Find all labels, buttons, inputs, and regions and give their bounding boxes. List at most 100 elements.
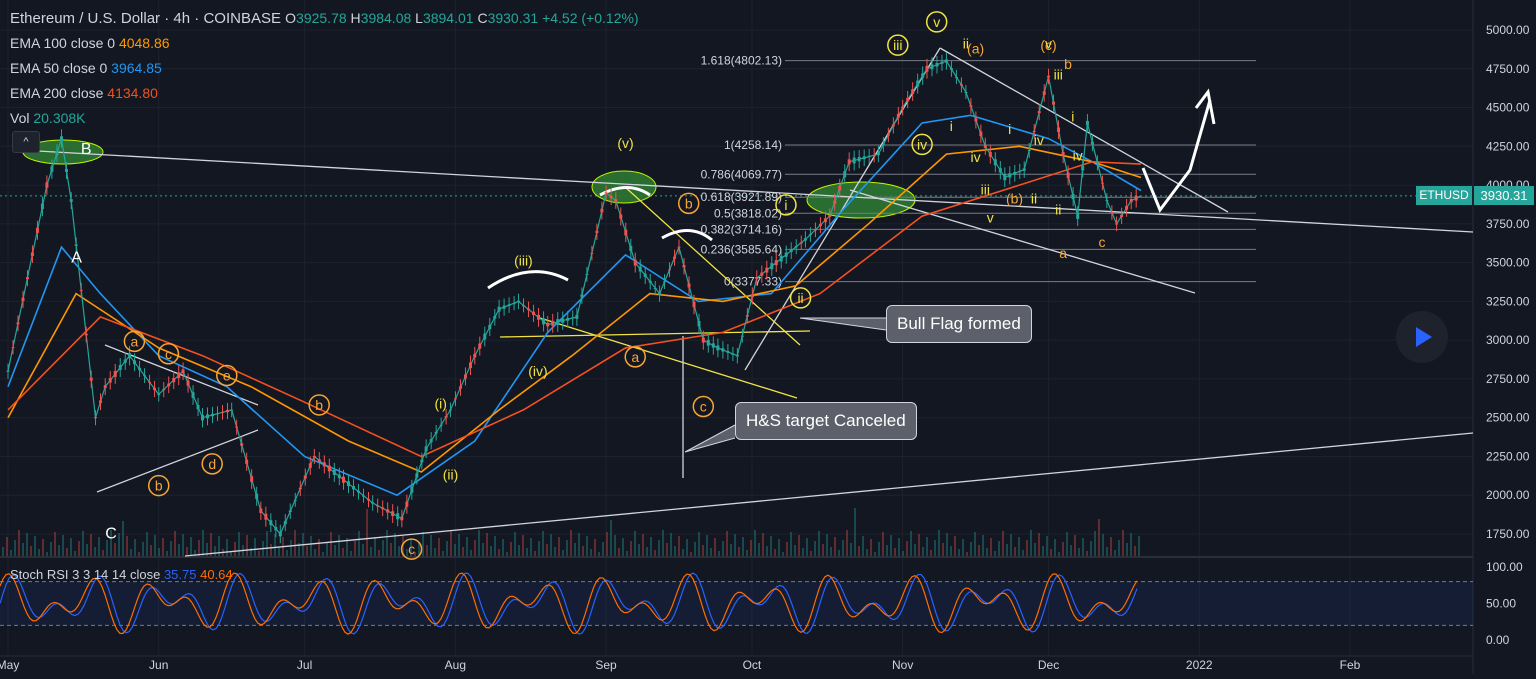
volume-bar	[182, 534, 184, 556]
candle-body	[624, 229, 628, 236]
stoch-rsi-pane	[0, 572, 1473, 635]
volume-bar	[58, 545, 60, 556]
candle-body	[745, 315, 749, 317]
stoch-tick-label: 100.00	[1486, 560, 1523, 574]
candle-body	[896, 113, 900, 118]
volume-bar	[82, 531, 84, 556]
time-axis[interactable]: May Jun Jul Aug Sep Oct Nov Dec 2022 Feb	[0, 658, 1361, 672]
candle-body	[682, 265, 686, 268]
candle-body	[278, 531, 282, 537]
indicator-ema100[interactable]: EMA 100 close 0 4048.86	[10, 35, 170, 51]
volume-bar	[142, 542, 144, 556]
volume-bar	[926, 537, 928, 556]
candle-body	[108, 378, 112, 383]
candle-body	[293, 499, 297, 501]
volume-bar	[494, 536, 496, 556]
indicator-volume[interactable]: Vol 20.308K	[10, 110, 86, 126]
indicator-ema50[interactable]: EMA 50 close 0 3964.85	[10, 60, 162, 76]
chart-legend: Ethereum / U.S. Dollar · 4h · COINBASE O…	[10, 6, 639, 131]
candle-body	[571, 317, 575, 319]
candle-body	[750, 294, 754, 298]
candle-body	[677, 246, 681, 248]
candle-body	[123, 359, 127, 363]
wave-circle	[308, 394, 330, 416]
symbol-header[interactable]: Ethereum / U.S. Dollar · 4h · COINBASE O…	[10, 10, 639, 27]
volume-bar	[290, 540, 292, 556]
wave-circle	[887, 34, 909, 56]
candle-body	[507, 304, 511, 306]
wave-circle	[216, 364, 238, 387]
volume-bar	[946, 533, 948, 556]
ema50-line	[7, 114, 1142, 497]
candle-body	[269, 520, 273, 526]
collapse-legend-button[interactable]: ^	[12, 131, 40, 153]
volume-bar	[642, 534, 644, 556]
candle-body	[604, 192, 608, 194]
volume-bar	[654, 550, 656, 556]
candle-body	[833, 200, 837, 204]
volume-bar	[1110, 537, 1112, 556]
candle-body	[794, 246, 798, 248]
volume-bar	[630, 541, 632, 556]
hs-target-callout[interactable]: H&S target Canceled	[735, 402, 917, 440]
volume-bar	[482, 543, 484, 556]
volume-bar	[886, 545, 888, 556]
price-tick-label: 2750.00	[1486, 372, 1530, 386]
candle-body	[1003, 174, 1007, 181]
volume-bar	[506, 552, 508, 556]
volume-bar	[526, 548, 528, 556]
volume-bar	[666, 543, 668, 556]
candle-body	[546, 322, 550, 327]
volume-bar	[682, 549, 684, 556]
candle-body	[911, 89, 915, 94]
candle-body	[458, 386, 462, 389]
candle-body	[347, 481, 350, 487]
candle-body	[181, 369, 185, 373]
volume-bar	[54, 532, 56, 556]
volume-bar	[446, 541, 448, 556]
volume-bar	[130, 549, 132, 556]
volume-bar	[942, 543, 944, 556]
volume-bar	[678, 536, 680, 556]
fib-level-label: 1.618(4802.13)	[701, 54, 782, 68]
candle-body	[162, 389, 166, 391]
wave-label: b	[315, 397, 323, 413]
interval-label[interactable]: 4h	[173, 10, 191, 27]
candle-body	[532, 311, 536, 315]
volume-bar	[1118, 540, 1120, 556]
price-tick-label: 2000.00	[1486, 488, 1530, 502]
volume-bar	[278, 547, 280, 556]
volume-bar	[454, 544, 456, 556]
replay-button[interactable]	[1396, 311, 1448, 363]
volume-bar	[706, 535, 708, 556]
price-axis[interactable]: 5000.004750.004500.004250.004000.003750.…	[1486, 23, 1530, 647]
wave-label: a	[631, 349, 639, 365]
candle-body	[1022, 168, 1026, 171]
candle-body	[697, 321, 701, 327]
candle-body	[371, 502, 375, 504]
fib-level-label: 0.382(3714.16)	[701, 222, 782, 236]
candle-body	[964, 92, 968, 94]
candle-body	[493, 316, 497, 319]
indicator-ema200[interactable]: EMA 200 close 4134.80	[10, 85, 158, 101]
wave-circle	[201, 453, 223, 475]
candle-body	[59, 136, 63, 141]
stoch-k-value: 35.75	[163, 567, 197, 582]
candle-body	[1066, 172, 1070, 179]
volume-bar	[782, 552, 784, 556]
volume-bar	[390, 543, 392, 556]
candle-body	[537, 314, 541, 320]
volume-bar	[226, 539, 228, 556]
candle-body	[55, 151, 59, 156]
volume-bar	[558, 537, 560, 556]
candle-body	[143, 375, 147, 377]
stoch-rsi-legend[interactable]: Stoch RSI 3 3 14 14 close 35.75 40.64	[10, 567, 233, 582]
wave-label: iv	[917, 136, 927, 152]
price-series	[6, 52, 1142, 544]
bull-flag-callout[interactable]: Bull Flag formed	[886, 305, 1032, 343]
volume-bar	[1102, 534, 1104, 556]
time-tick-label: Jul	[297, 658, 312, 672]
curve-arrow	[661, 229, 713, 242]
